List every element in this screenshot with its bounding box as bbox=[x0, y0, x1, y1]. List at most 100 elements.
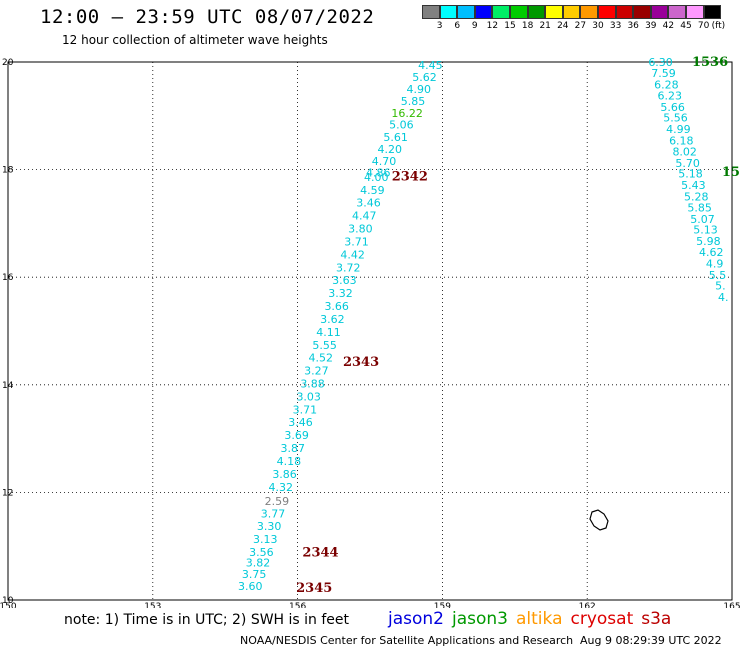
colorbar-swatch bbox=[668, 5, 686, 19]
track1-wave-height-label: 3.77 bbox=[261, 508, 286, 521]
track1-wave-height-label: 3.60 bbox=[238, 580, 263, 593]
track2-wave-height-label: 4.99 bbox=[666, 123, 691, 136]
track2-wave-height-label: 5.98 bbox=[696, 235, 721, 248]
track1-wave-height-label: 4.59 bbox=[360, 184, 385, 197]
track1-wave-height-label: 3.46 bbox=[288, 416, 313, 429]
colorbar-label: 9 bbox=[471, 21, 478, 31]
colorbar-swatch bbox=[457, 5, 475, 19]
track2-wave-height-label: 5.56 bbox=[663, 112, 688, 125]
lon-tick-label: 162 bbox=[579, 602, 596, 608]
track1-time-label: 2345 bbox=[296, 581, 332, 596]
track1-wave-height-label: 3.87 bbox=[281, 442, 306, 455]
track1-wave-height-label: 4.47 bbox=[352, 210, 377, 223]
track2-wave-height-label: 4.62 bbox=[699, 246, 724, 259]
track1-wave-height-label: 3.72 bbox=[336, 261, 361, 274]
track1-wave-height-label: 5.06 bbox=[389, 119, 414, 132]
colorbar-swatch bbox=[474, 5, 493, 19]
colorbar-label: 39 bbox=[645, 21, 657, 31]
track1-wave-height-label: 3.82 bbox=[246, 557, 271, 570]
colorbar-swatch bbox=[703, 5, 722, 19]
track2-wave-height-label: 5.70 bbox=[675, 157, 700, 170]
track1-wave-height-label: 3.56 bbox=[249, 546, 274, 559]
track1-wave-height-label: 16.22 bbox=[391, 107, 423, 120]
track1-wave-height-label: 4.86 bbox=[366, 167, 391, 180]
colorbar-swatch bbox=[509, 5, 528, 19]
lat-tick-label: 10 bbox=[2, 596, 14, 606]
colorbar-swatch bbox=[439, 5, 458, 19]
track1-wave-height-label: 4.42 bbox=[340, 248, 365, 261]
track2-wave-height-label: 5. bbox=[715, 280, 726, 293]
track1-wave-height-label: 4.00 bbox=[364, 171, 389, 184]
track1-wave-height-label: 4.18 bbox=[277, 455, 302, 468]
colorbar-label: 24 bbox=[557, 21, 569, 31]
track1-wave-height-label: 4.11 bbox=[316, 326, 341, 339]
colorbar-swatch bbox=[580, 5, 598, 19]
lat-tick-label: 20 bbox=[2, 58, 14, 68]
colorbar-label: 18 bbox=[521, 21, 534, 31]
track1-wave-height-label: 3.80 bbox=[348, 223, 373, 236]
satellite-altika-label: altika bbox=[516, 609, 563, 629]
track1-time-label: 2343 bbox=[343, 355, 379, 370]
track1-wave-height-label: 4.52 bbox=[309, 352, 334, 365]
track1-wave-height-label: 4.70 bbox=[372, 155, 397, 168]
track1-wave-height-label: 3.30 bbox=[257, 520, 282, 533]
colorbar-swatch bbox=[650, 5, 669, 19]
track1-time-label: 2344 bbox=[302, 545, 338, 560]
track1-wave-height-label: 2.59 bbox=[265, 495, 290, 508]
track2-wave-height-label: 6.28 bbox=[654, 78, 679, 91]
track2-wave-height-label: 5.28 bbox=[684, 190, 709, 203]
colorbar-label: 3 bbox=[436, 21, 443, 31]
lon-tick-label: 165 bbox=[723, 602, 740, 608]
colorbar-swatch bbox=[545, 5, 563, 19]
track1-wave-height-label: 3.86 bbox=[272, 468, 297, 481]
colorbar-label: 30 bbox=[592, 21, 604, 31]
lon-tick-label: 159 bbox=[434, 602, 451, 608]
lon-tick-label: 150 bbox=[0, 602, 17, 608]
track2-wave-height-label: 7.59 bbox=[651, 67, 676, 80]
track1-wave-height-label: 4.90 bbox=[406, 83, 431, 96]
track2-wave-height-label: 6.18 bbox=[669, 134, 694, 147]
colorbar-label: 33 bbox=[609, 21, 622, 31]
track2-wave-height-label: 8.02 bbox=[672, 146, 697, 159]
lat-tick-label: 14 bbox=[2, 381, 14, 391]
colorbar-swatch bbox=[633, 5, 651, 19]
track1-wave-height-label: 3.03 bbox=[296, 390, 321, 403]
track2-wave-height-label: 6.30 bbox=[648, 56, 673, 69]
lon-tick-label: 156 bbox=[289, 602, 306, 608]
map-subtitle: 12 hour collection of altimeter wave hei… bbox=[62, 33, 328, 47]
lat-tick-label: 16 bbox=[2, 273, 14, 283]
track2-wave-height-label: 5.13 bbox=[693, 224, 718, 237]
track2-time-label: 15 bbox=[722, 165, 740, 180]
track2-wave-height-label: 5.18 bbox=[678, 168, 703, 181]
track1-wave-height-label: 3.88 bbox=[300, 377, 325, 390]
track1-wave-height-label: 4.32 bbox=[268, 481, 293, 494]
track1-wave-height-label: 3.71 bbox=[293, 403, 318, 416]
colorbar-swatch bbox=[527, 5, 546, 19]
track1-wave-height-label: 5.61 bbox=[383, 131, 408, 144]
colorbar-label: 70 bbox=[697, 21, 710, 31]
track2-wave-height-label: 5.85 bbox=[687, 202, 712, 215]
colorbar-label: 15 bbox=[504, 21, 516, 31]
track1-wave-height-label: 3.66 bbox=[324, 300, 349, 313]
track1-wave-height-label: 3.71 bbox=[344, 235, 369, 248]
track2-wave-height-label: 5.5 bbox=[709, 269, 727, 282]
colorbar-label: 45 bbox=[680, 21, 692, 31]
track1-wave-height-label: 3.32 bbox=[328, 287, 353, 300]
satellite-jason3-label: jason3 bbox=[452, 609, 508, 629]
track1-wave-height-label: 3.62 bbox=[320, 313, 345, 326]
map-title: 12:00 — 23:59 UTC 08/07/2022 bbox=[40, 6, 375, 28]
track2-wave-height-label: 6.23 bbox=[657, 90, 682, 103]
track2-wave-height-label: 4.9 bbox=[706, 258, 724, 271]
track2-wave-height-label: 5.07 bbox=[690, 213, 715, 226]
track1-wave-height-label: 3.63 bbox=[332, 274, 357, 287]
colorbar-labels: 3 6 9 12 15 18 21 24 27 30 33 36 39 42 45 70 (ft) bbox=[422, 21, 740, 33]
track1-wave-height-label: 5.55 bbox=[312, 339, 337, 352]
colorbar-label: 36 bbox=[627, 21, 639, 31]
colorbar-swatch bbox=[492, 5, 510, 19]
colorbar-swatch bbox=[562, 5, 581, 19]
colorbar-swatch bbox=[597, 5, 616, 19]
satellite-legend: jason2 jason3 altika cryosat s3a bbox=[388, 609, 679, 629]
colorbar-label: 6 bbox=[454, 21, 461, 31]
footer-timestamp: Aug 9 08:29:39 UTC 2022 bbox=[580, 634, 722, 647]
